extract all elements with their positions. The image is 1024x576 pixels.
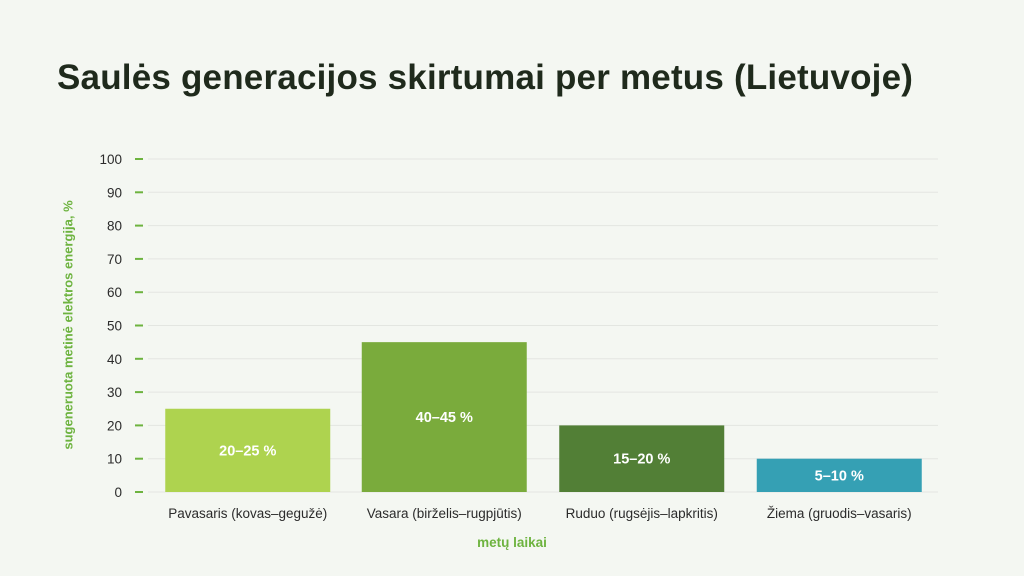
y-tick-label: 10 — [107, 452, 122, 467]
y-tick-label: 70 — [107, 252, 122, 267]
y-tick-label: 30 — [107, 385, 122, 400]
y-tick-label: 60 — [107, 285, 122, 300]
y-tick-label: 80 — [107, 219, 122, 234]
x-tick-label: Pavasaris (kovas–gegužė) — [168, 506, 327, 521]
chart-title: Saulės generacijos skirtumai per metus (… — [57, 58, 914, 97]
y-tick-label: 0 — [114, 485, 122, 500]
x-tick-label: Žiema (gruodis–vasaris) — [767, 506, 912, 521]
bar — [361, 342, 527, 492]
bar — [165, 408, 331, 492]
bar-data-label: 15–20 % — [613, 452, 670, 468]
x-tick-label: Vasara (birželis–rugpjūtis) — [367, 506, 522, 521]
ticks-layer: 0 10 20 30 40 50 60 70 80 90 100 — [99, 152, 143, 500]
bar — [559, 425, 725, 492]
bar-data-label: 5–10 % — [815, 468, 864, 484]
y-tick-label: 90 — [107, 185, 122, 200]
y-tick-label: 50 — [107, 319, 122, 334]
x-tick-label: Ruduo (rugsėjis–lapkritis) — [566, 506, 718, 521]
x-axis-label: metų laikai — [477, 535, 547, 550]
labels-layer: 20–25 % Pavasaris (kovas–gegužė) 40–45 % Va… — [168, 410, 911, 521]
bar — [756, 458, 922, 492]
y-axis-label: sugeneruota metinė elektros energija, % — [60, 200, 76, 450]
bar-data-label: 40–45 % — [416, 410, 473, 426]
y-tick-label: 100 — [99, 152, 122, 167]
bar-data-label: 20–25 % — [219, 443, 276, 459]
y-tick-label: 40 — [107, 352, 122, 367]
y-tick-label: 20 — [107, 418, 122, 433]
bars-layer — [165, 342, 922, 492]
